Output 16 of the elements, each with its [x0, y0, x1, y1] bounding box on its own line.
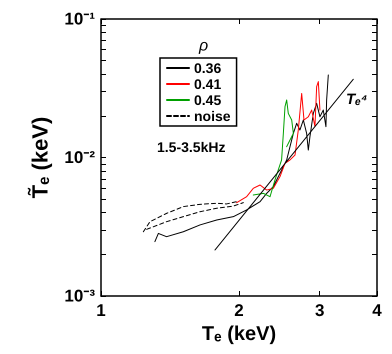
annotation: 1.5-3.5kHz [157, 139, 226, 155]
legend-title: ρ [198, 38, 208, 54]
y-tick-label: 10⁻² [64, 148, 96, 167]
annotation: Tₑ⁴ [346, 91, 368, 108]
x-tick-label: 1 [96, 301, 106, 320]
y-tick-label: 10⁻³ [64, 286, 96, 306]
y-axis-title: T̃ₑ (keV) [28, 116, 52, 198]
x-axis-title: Tₑ (keV) [202, 323, 276, 345]
legend-label: 0.36 [194, 60, 222, 76]
legend-label: noise [194, 108, 231, 124]
x-tick-label: 2 [234, 301, 244, 320]
x-tick-label: 4 [372, 301, 382, 320]
legend-label: 0.41 [194, 76, 222, 92]
y-tick-label: 10⁻¹ [64, 10, 96, 28]
legend-label: 0.45 [194, 92, 222, 108]
x-tick-label: 3 [314, 301, 324, 320]
